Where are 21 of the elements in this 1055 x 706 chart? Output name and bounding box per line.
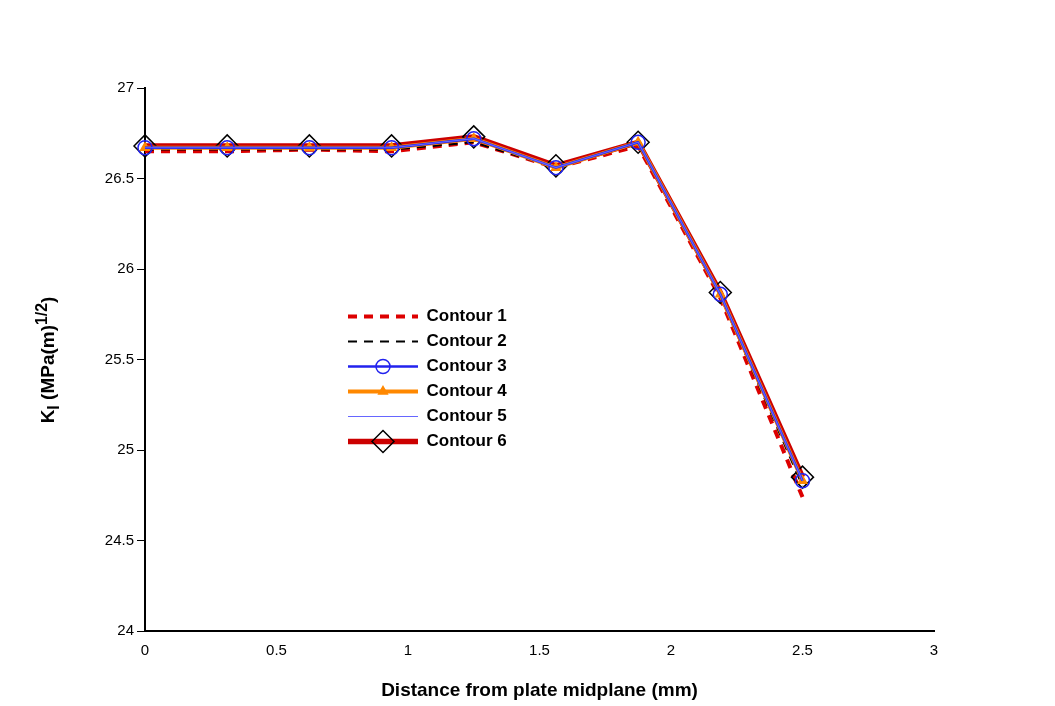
legend-label: Contour 4 [426, 381, 508, 401]
y-tick-label: 24.5 [104, 530, 134, 548]
x-tick-label: 3 [929, 641, 939, 659]
legend-label: Contour 1 [426, 306, 507, 326]
y-tick-label: 24 [117, 621, 134, 639]
x-tick-label: 0 [140, 641, 150, 659]
legend-label: Contour 6 [426, 431, 507, 451]
x-tick-label: 0.5 [266, 641, 287, 659]
x-tick-label: 2.5 [792, 641, 813, 659]
y-tick-label: 26 [117, 259, 134, 277]
x-tick-label: 2 [666, 641, 676, 659]
y-tick-label: 26.5 [104, 168, 134, 186]
legend-label: Contour 3 [426, 356, 507, 376]
y-tick-label: 25 [117, 440, 134, 458]
legend-label: Contour 5 [426, 406, 507, 426]
x-axis-title: Distance from plate midplane (mm) [381, 678, 698, 700]
x-tick-label: 1 [403, 641, 413, 659]
legend-label: Contour 2 [426, 331, 507, 351]
x-tick-label: 1.5 [529, 641, 550, 659]
y-tick-label: 27 [117, 78, 134, 96]
y-tick-label: 25.5 [104, 349, 134, 367]
